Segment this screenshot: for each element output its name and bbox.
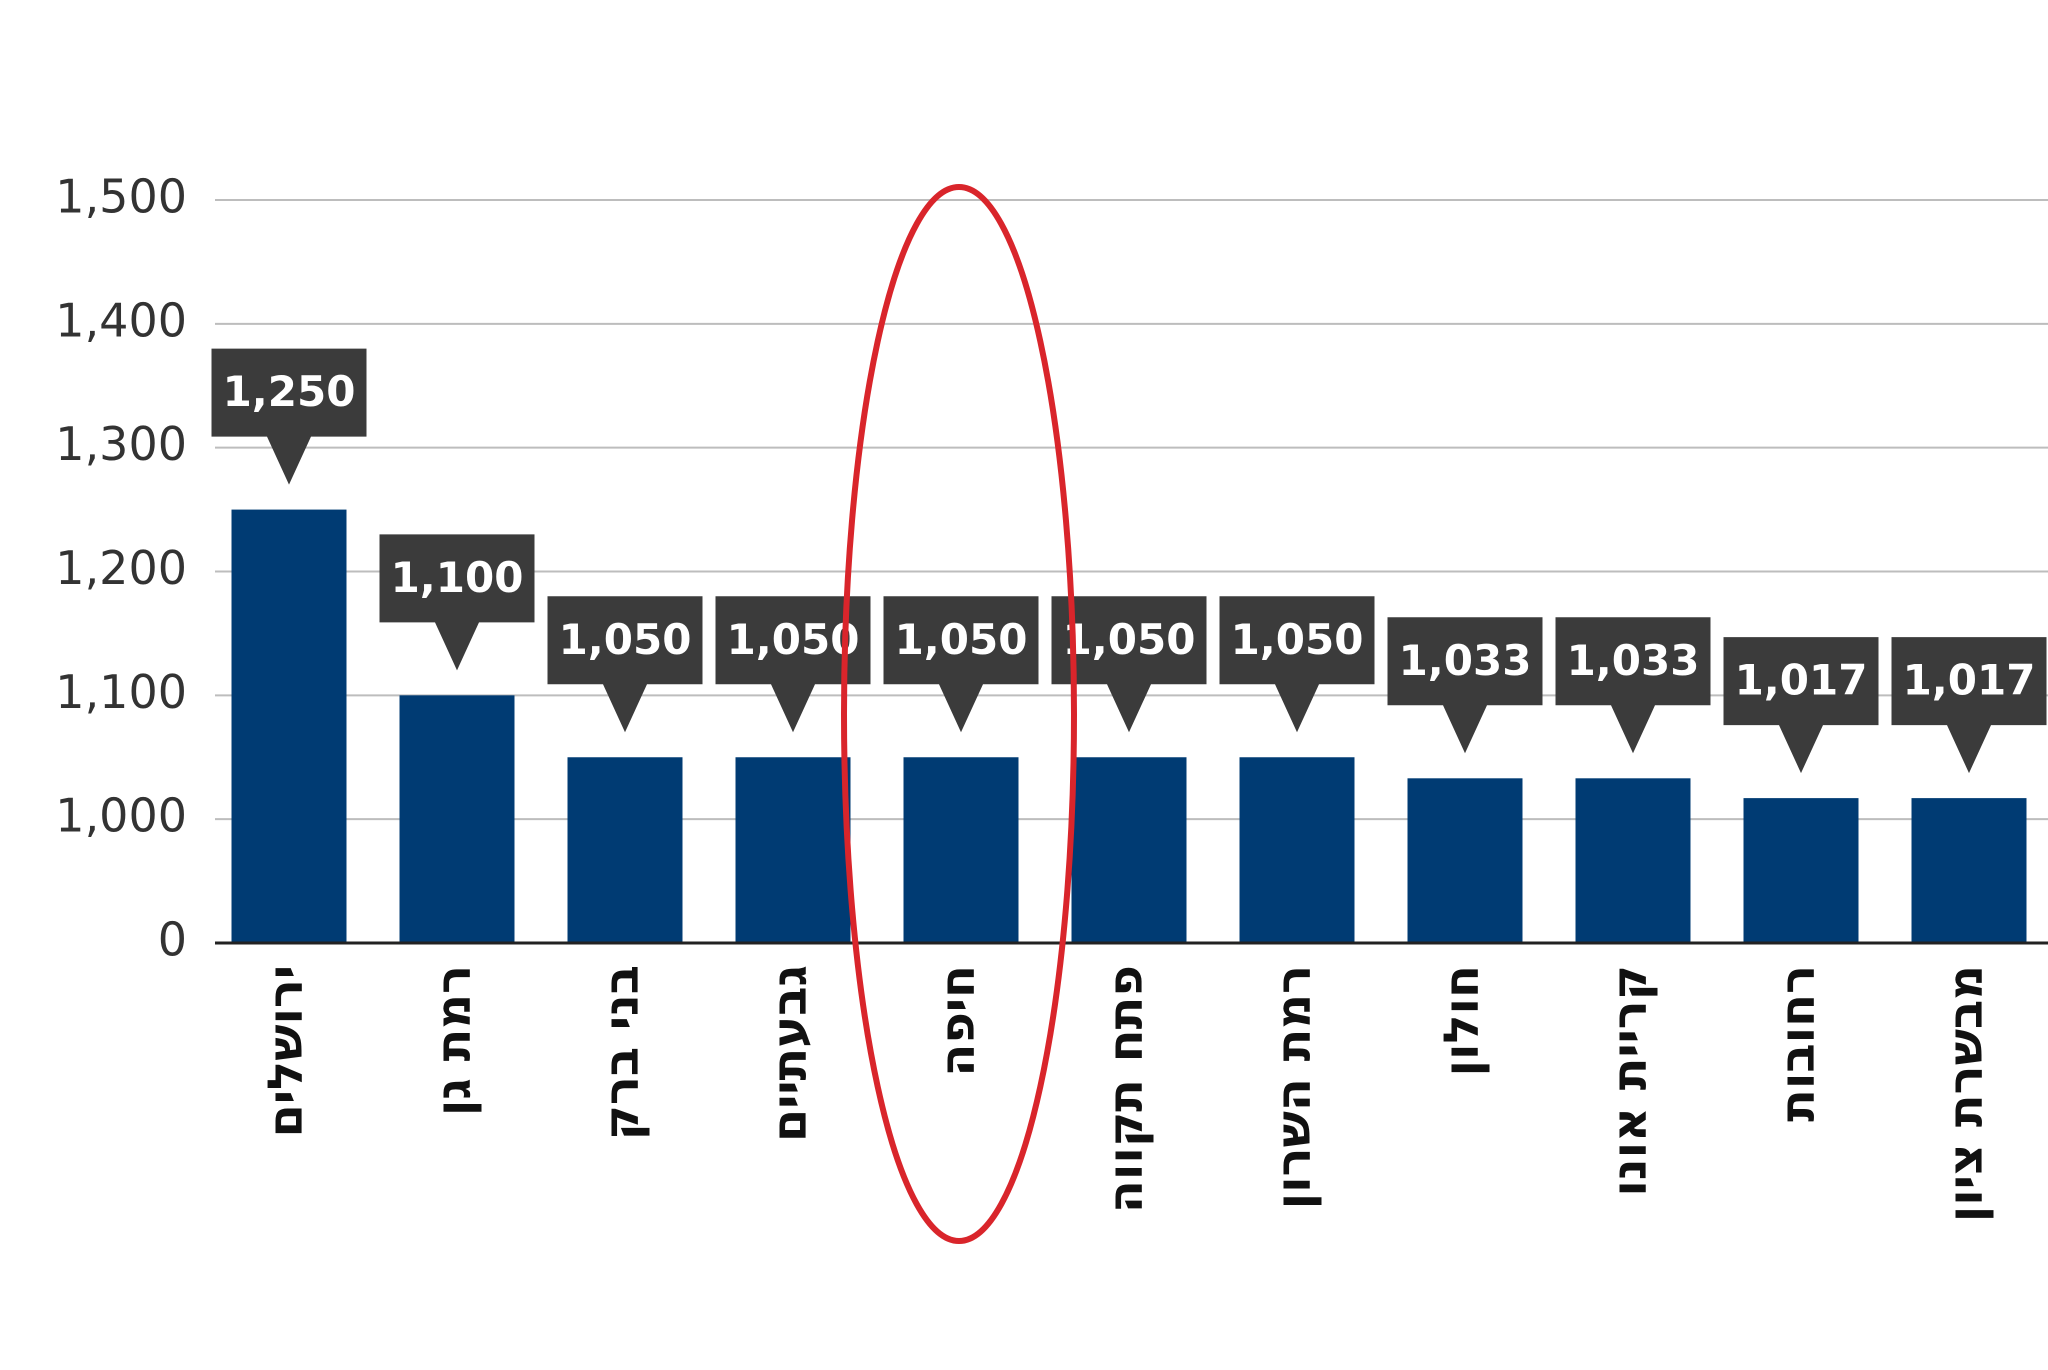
value-callout (1387, 617, 1543, 754)
x-tick-label: רחובות (1770, 965, 1826, 1122)
y-tick-label: 1,400 (55, 293, 187, 347)
value-label: 1,050 (895, 615, 1028, 664)
x-tick-label: גבעתיים (762, 965, 818, 1142)
y-tick-label: 1,100 (55, 665, 187, 719)
bar (1239, 757, 1355, 943)
value-label: 1,100 (391, 553, 524, 602)
x-tick-label: חיפה (930, 965, 986, 1077)
bar (735, 757, 851, 943)
x-tick-label: מבשרת ציון (1938, 965, 1994, 1222)
value-callout (1891, 637, 2047, 774)
value-callout (1555, 617, 1711, 754)
bar (1575, 778, 1691, 943)
y-tick-label: 0 (158, 913, 187, 967)
value-callout (883, 596, 1039, 733)
bar (231, 509, 347, 943)
y-tick-label: 1,500 (55, 170, 187, 224)
value-callout (379, 534, 535, 671)
bar (903, 757, 1019, 943)
y-tick-label: 1,000 (55, 789, 187, 843)
value-label: 1,033 (1399, 636, 1532, 685)
value-label: 1,050 (559, 615, 692, 664)
value-label: 1,250 (223, 367, 356, 416)
value-callout (715, 596, 871, 733)
x-tick-label: בני ברק (594, 965, 650, 1140)
x-tick-label: ירושלים (258, 965, 314, 1138)
highlight-ellipse (841, 184, 1077, 1244)
y-tick-label: 1,200 (55, 541, 187, 595)
value-label: 1,050 (1231, 615, 1364, 664)
x-tick-label: רמת גן (426, 965, 482, 1116)
y-tick-label: 1,300 (55, 417, 187, 471)
bar (1071, 757, 1187, 943)
x-tick-label: חולון (1434, 965, 1490, 1076)
value-label: 1,050 (1063, 615, 1196, 664)
value-callout (547, 596, 703, 733)
bar (399, 695, 515, 943)
x-tick-label: רמת השרון (1266, 965, 1322, 1209)
x-tick-label: קריית אונו (1602, 965, 1658, 1197)
bar (1911, 798, 2027, 943)
bar (1407, 778, 1523, 943)
value-callout (1219, 596, 1375, 733)
value-label: 1,017 (1903, 656, 2036, 705)
bar (1743, 798, 1859, 943)
bar (567, 757, 683, 943)
value-callout (1051, 596, 1207, 733)
value-label: 1,033 (1567, 636, 1700, 685)
value-callout (211, 348, 367, 485)
x-tick-label: פתח תקווה (1098, 965, 1154, 1213)
value-label: 1,017 (1735, 656, 1868, 705)
value-label: 1,050 (727, 615, 860, 664)
value-callout (1723, 637, 1879, 774)
